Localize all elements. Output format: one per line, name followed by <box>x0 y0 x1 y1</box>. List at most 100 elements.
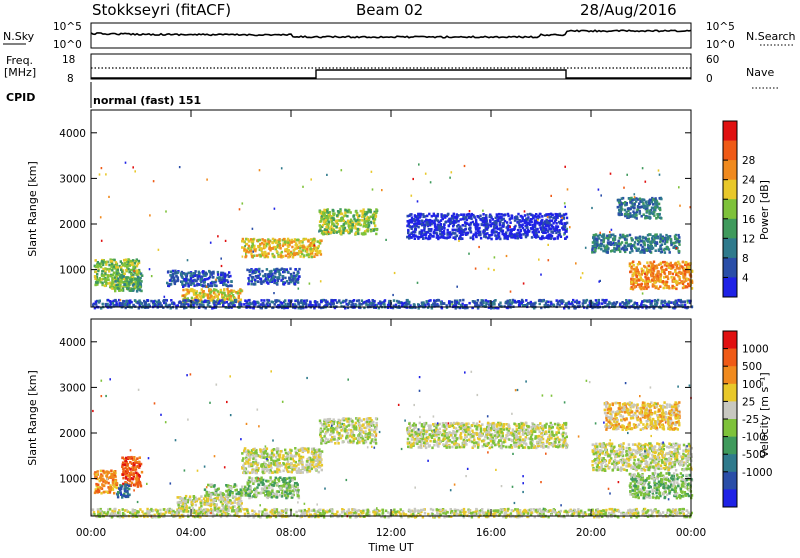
heatmap-cell <box>375 208 377 211</box>
heatmap-cell <box>252 244 254 247</box>
heatmap-cell <box>290 253 292 256</box>
heatmap-cell <box>413 223 415 226</box>
heatmap-cell <box>170 271 172 274</box>
heatmap-cell <box>258 270 260 273</box>
heatmap-cell <box>630 300 632 303</box>
heatmap-cell <box>631 281 633 284</box>
heatmap-cell <box>211 271 213 274</box>
heatmap-cell <box>568 302 570 305</box>
heatmap-cell <box>634 246 636 249</box>
heatmap-cell <box>303 300 305 303</box>
heatmap-cell <box>346 215 348 218</box>
heatmap-cell <box>368 224 370 227</box>
heatmap-cell <box>254 250 256 253</box>
heatmap-cell <box>125 162 127 164</box>
heatmap-cell <box>222 292 224 295</box>
heatmap-cell <box>107 299 109 302</box>
heatmap-cell <box>464 221 466 224</box>
heatmap-cell <box>443 224 445 227</box>
heatmap-cell <box>257 276 259 279</box>
heatmap-cell <box>477 299 479 302</box>
heatmap-cell <box>591 251 593 254</box>
heatmap-cell <box>517 229 519 232</box>
heatmap-cell <box>297 281 299 284</box>
heatmap-cell <box>224 294 226 297</box>
heatmap-cell <box>642 292 644 294</box>
heatmap-cell <box>204 299 206 302</box>
heatmap-cell <box>684 273 686 276</box>
heatmap-cell <box>601 302 603 305</box>
heatmap-cell <box>123 283 125 286</box>
heatmap-cell <box>624 235 626 238</box>
heatmap-cell <box>627 213 629 216</box>
heatmap-cell <box>135 273 137 276</box>
heatmap-cell <box>262 281 264 284</box>
heatmap-cell <box>610 173 612 175</box>
heatmap-cell <box>287 245 289 248</box>
heatmap-cell <box>303 254 305 257</box>
heatmap-cell <box>261 238 263 241</box>
heatmap-cell <box>230 280 232 283</box>
heatmap-cell <box>316 250 318 253</box>
heatmap-cell <box>247 283 249 286</box>
heatmap-cell <box>642 236 644 239</box>
cpid-label: CPID <box>6 91 35 104</box>
heatmap-cell <box>520 229 522 232</box>
heatmap-cell <box>654 200 656 203</box>
heatmap-cell <box>642 167 644 169</box>
heatmap-cell <box>187 299 189 302</box>
heatmap-cell <box>207 304 209 307</box>
heatmap-cell <box>677 304 679 307</box>
heatmap-cell <box>582 302 584 305</box>
heatmap-cell <box>184 273 186 276</box>
heatmap-cell <box>507 235 509 238</box>
heatmap-cell <box>346 210 348 213</box>
heatmap-cell <box>449 304 451 307</box>
heatmap-cell <box>595 299 597 302</box>
heatmap-cell <box>394 272 396 274</box>
heatmap-cell <box>645 181 647 183</box>
heatmap-cell <box>650 269 652 272</box>
heatmap-cell <box>636 275 638 278</box>
heatmap-cell <box>567 188 569 190</box>
heatmap-cell <box>660 198 662 201</box>
heatmap-cell <box>634 241 636 244</box>
heatmap-cell <box>511 214 513 217</box>
heatmap-cell <box>510 233 512 236</box>
heatmap-cell <box>633 264 635 267</box>
heatmap-cell <box>112 302 114 305</box>
heatmap-cell <box>127 265 129 268</box>
heatmap-cell <box>672 273 674 276</box>
heatmap-cell <box>311 256 313 259</box>
heatmap-cell <box>585 247 587 249</box>
heatmap-cell <box>643 242 645 245</box>
heatmap-cell <box>656 267 658 270</box>
heatmap-cell <box>482 220 484 223</box>
heatmap-cell <box>632 204 634 207</box>
heatmap-cell <box>554 237 556 240</box>
heatmap-cell <box>524 210 526 212</box>
heatmap-cell <box>97 470 99 473</box>
heatmap-cell <box>662 281 664 284</box>
heatmap-cell <box>635 268 637 271</box>
heatmap-cell <box>626 202 628 205</box>
heatmap-cell <box>629 271 631 274</box>
heatmap-cell <box>137 302 139 305</box>
heatmap-cell <box>530 304 532 307</box>
heatmap-cell <box>144 302 146 305</box>
heatmap-cell <box>182 289 184 292</box>
heatmap-cell <box>190 272 192 275</box>
heatmap-cell <box>451 303 453 305</box>
heatmap-cell <box>482 217 484 220</box>
heatmap-cell <box>631 245 633 248</box>
heatmap-cell <box>640 304 642 307</box>
heatmap-cell <box>426 215 428 218</box>
heatmap-cell <box>509 218 511 221</box>
heatmap-cell <box>548 259 550 261</box>
heatmap-cell <box>675 282 677 285</box>
heatmap-cell <box>263 299 265 302</box>
heatmap-cell <box>306 248 308 251</box>
heatmap-cell <box>325 299 327 302</box>
heatmap-cell <box>132 288 134 291</box>
heatmap-cell <box>224 273 226 276</box>
